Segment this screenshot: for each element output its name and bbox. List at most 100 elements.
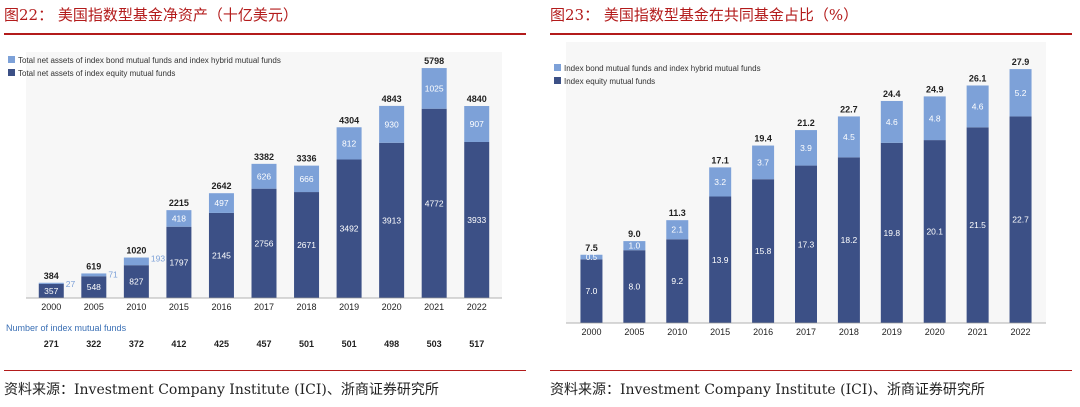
x-tick-label: 2021 [968, 327, 988, 337]
data-label-bond: 1.0 [628, 241, 640, 251]
x-tick-label: 2018 [839, 327, 859, 337]
table-value: 457 [256, 339, 271, 349]
bar-bond-hybrid [208, 193, 234, 213]
legend-swatch [554, 77, 561, 84]
data-label-total: 26.1 [969, 73, 987, 83]
bar-equity [752, 179, 775, 323]
x-tick-label: 2016 [753, 327, 773, 337]
table-value: 503 [427, 339, 442, 349]
legend-label: Index bond mutual funds and index hybrid… [564, 64, 761, 73]
data-label-bond: 3.2 [714, 177, 726, 187]
bar-equity [166, 226, 192, 298]
bar-equity [880, 142, 903, 323]
data-label-equity: 3913 [382, 215, 401, 225]
data-label-equity: 19.8 [884, 228, 901, 238]
bar-bond-hybrid [580, 254, 603, 260]
x-tick-label: 2016 [211, 302, 231, 312]
data-label-total: 2642 [211, 181, 231, 191]
table-value: 271 [44, 339, 59, 349]
bar-equity [795, 165, 817, 323]
x-tick-label: 2020 [925, 327, 945, 337]
bar-equity [837, 157, 860, 323]
legend-swatch [8, 56, 15, 63]
data-label-bond: 4.8 [929, 113, 941, 123]
bar-equity [464, 141, 490, 298]
data-label-total: 24.4 [883, 89, 901, 99]
data-label-total: 9.0 [628, 229, 641, 239]
x-tick-label: 2021 [424, 302, 444, 312]
bar-bond-hybrid [123, 257, 149, 266]
data-label-equity: 2671 [297, 240, 316, 250]
bar-equity [251, 188, 277, 298]
bar-bond-hybrid [294, 165, 320, 193]
data-label-equity: 18.2 [841, 235, 858, 245]
table-value: 498 [384, 339, 399, 349]
bar-equity [294, 192, 320, 298]
index-fund-net-assets-chart: Total net assets of index bond mutual fu… [6, 52, 502, 349]
x-tick-label: 2005 [624, 327, 644, 337]
bar-bond-hybrid [880, 100, 903, 143]
data-label-bond: 5.2 [1015, 88, 1027, 98]
data-label-total: 3382 [254, 152, 274, 162]
bar-bond-hybrid [795, 130, 817, 166]
x-tick-label: 2018 [297, 302, 317, 312]
data-label-bond: 2.1 [671, 225, 683, 235]
data-label-total: 17.1 [711, 155, 729, 165]
data-label-total: 619 [86, 261, 101, 271]
data-label-bond: 71 [108, 269, 118, 279]
data-label-total: 19.4 [754, 134, 772, 144]
data-label-total: 21.2 [797, 118, 815, 128]
data-label-equity: 13.9 [712, 255, 729, 265]
data-label-total: 4304 [339, 115, 359, 125]
data-label-bond: 4.6 [886, 117, 898, 127]
bar-bond-hybrid [837, 116, 860, 158]
data-label-bond: 497 [214, 198, 228, 208]
data-label-bond: 907 [470, 119, 484, 129]
bar-equity [81, 276, 107, 298]
figure-22-panel: 图22： 美国指数型基金净资产（十亿美元） Total net assets o… [4, 0, 526, 407]
bar-bond-hybrid [1009, 69, 1032, 117]
data-label-equity: 22.7 [1012, 215, 1029, 225]
legend-swatch [8, 69, 15, 76]
data-label-equity: 548 [87, 282, 101, 292]
bar-equity [580, 259, 603, 323]
data-label-bond: 3.7 [757, 157, 769, 167]
figure-23-top-rule [550, 33, 1072, 35]
data-label-equity: 3492 [340, 224, 359, 234]
data-label-bond: 0.5 [586, 253, 598, 262]
bar-bond-hybrid [166, 210, 192, 227]
legend-label: Total net assets of index bond mutual fu… [18, 56, 281, 65]
bar-bond-hybrid [251, 163, 277, 189]
data-label-bond: 4.6 [972, 101, 984, 111]
data-label-bond: 1025 [425, 83, 444, 93]
bar-equity [336, 159, 362, 298]
data-label-total: 27.9 [1012, 57, 1030, 67]
x-tick-label: 2000 [41, 302, 61, 312]
table-value: 501 [299, 339, 314, 349]
bar-equity [38, 283, 64, 298]
x-tick-label: 2000 [581, 327, 601, 337]
bar-equity [1009, 116, 1032, 324]
data-label-equity: 9.2 [671, 276, 683, 286]
table-value: 322 [86, 339, 101, 349]
x-tick-label: 2010 [126, 302, 146, 312]
x-tick-label: 2022 [1011, 327, 1031, 337]
table-value: 412 [171, 339, 186, 349]
data-label-total: 4843 [382, 94, 402, 104]
bar-bond-hybrid [38, 282, 64, 284]
bar-bond-hybrid [81, 273, 107, 277]
data-label-total: 5798 [424, 56, 444, 66]
bar-bond-hybrid [752, 145, 775, 180]
bar-equity [208, 212, 234, 298]
data-label-total: 3336 [297, 154, 317, 164]
data-label-total: 384 [44, 271, 59, 281]
data-label-bond: 812 [342, 138, 356, 148]
data-label-total: 22.7 [840, 104, 858, 114]
bar-bond-hybrid [966, 85, 989, 128]
data-label-total: 7.5 [585, 243, 598, 253]
figure-23-source: 资料来源：Investment Company Institute (ICI)、… [550, 382, 985, 398]
table-value: 501 [342, 339, 357, 349]
data-label-bond: 3.9 [800, 143, 812, 153]
legend-label: Total net assets of index equity mutual … [18, 69, 175, 78]
data-label-bond: 626 [257, 171, 271, 181]
